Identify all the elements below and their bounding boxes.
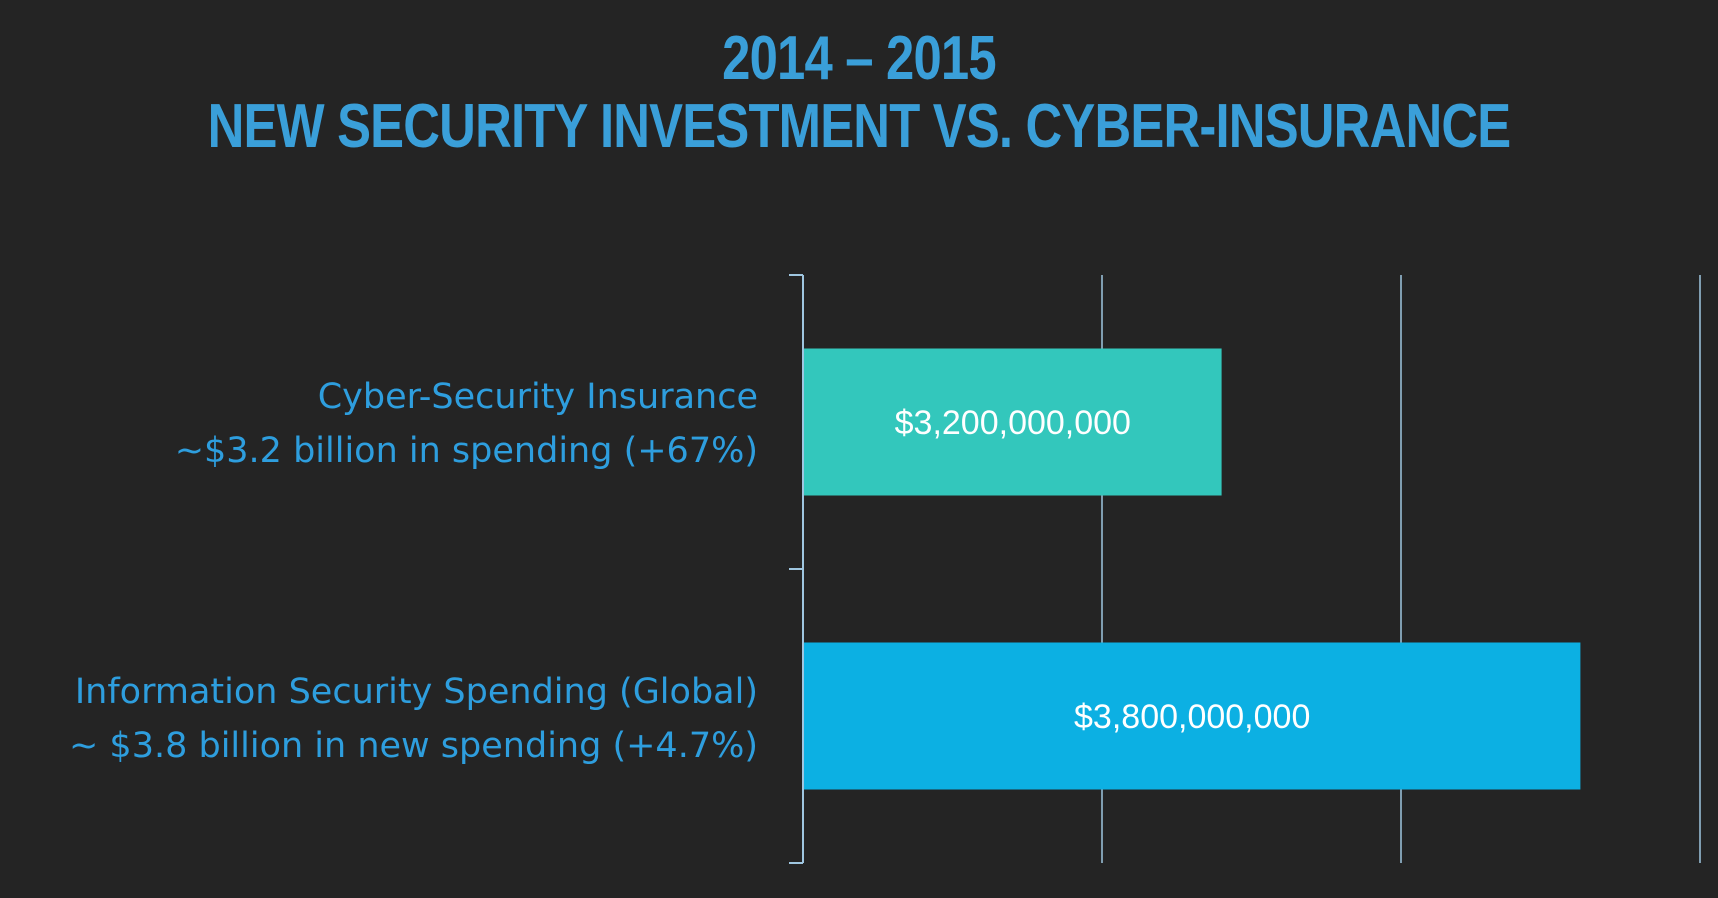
chart-title-line-2: NEW SECURITY INVESTMENT VS. CYBER-INSURA… (207, 92, 1512, 161)
category-label-cyber-insurance-title: Cyber-Security Insurance (317, 377, 758, 417)
category-label-cyber-insurance: Cyber-Security Insurance ~$3.2 billion i… (175, 370, 758, 478)
category-label-cyber-insurance-detail: ~$3.2 billion in spending (+67%) (174, 431, 758, 471)
bar-1 (804, 642, 1581, 790)
category-label-infosec-spending-title: Information Security Spending (Global) (74, 672, 758, 712)
category-label-infosec-spending-detail: ~ $3.8 billion in new spending (+4.7%) (68, 726, 758, 766)
chart-title-line-1: 2014 – 2015 (722, 24, 997, 93)
bar-0 (804, 348, 1222, 496)
bar-value-label-0: $3,200,000,000 (895, 404, 1131, 442)
category-label-infosec-spending: Information Security Spending (Global) ~… (69, 665, 758, 773)
bar-value-label-1: $3,800,000,000 (1074, 698, 1310, 736)
